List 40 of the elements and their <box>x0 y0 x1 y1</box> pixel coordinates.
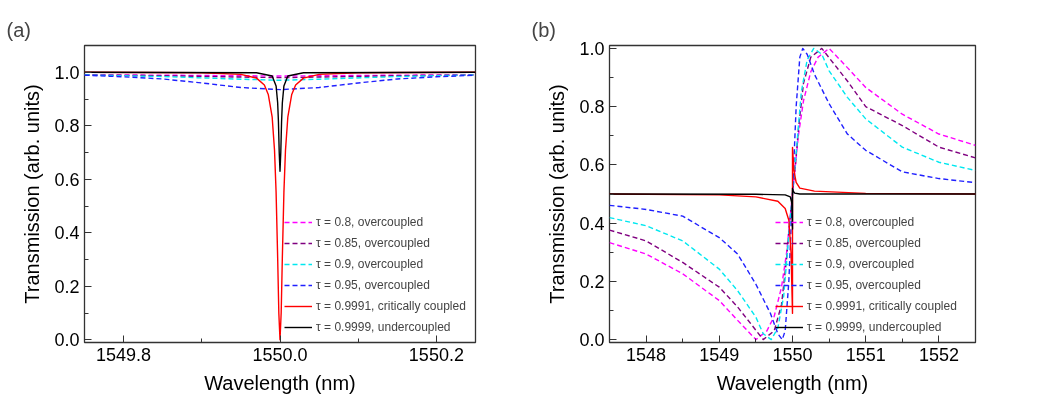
x-tick-label: 1551 <box>845 344 886 365</box>
x-tick-label: 1549.8 <box>96 344 152 365</box>
x-axis-title: Wavelength (nm) <box>716 371 869 394</box>
x-tick-label: 1552 <box>918 344 959 365</box>
y-axis-title: Transmission (arb. units) <box>21 84 44 304</box>
legend-label: τ = 0.95, overcoupled <box>807 278 921 292</box>
x-tick-label: 1550.0 <box>252 344 308 365</box>
legend-label: τ = 0.9991, critically coupled <box>807 299 957 313</box>
y-tick-label: 1.0 <box>579 38 605 59</box>
y-axis-title: Transmission (arb. units) <box>546 84 569 304</box>
y-tick-label: 1.0 <box>54 62 80 83</box>
y-tick-label: 0.6 <box>579 155 605 176</box>
legend-label: τ = 0.85, overcoupled <box>807 236 921 250</box>
y-tick-label: 0.6 <box>54 169 80 190</box>
y-tick-label: 0.4 <box>579 213 605 234</box>
legend-label: τ = 0.9991, critically coupled <box>316 299 466 313</box>
x-tick-label: 1550 <box>772 344 813 365</box>
legend-label: τ = 0.9999, undercoupled <box>316 320 451 334</box>
chart-title: (b) <box>531 18 556 41</box>
legend-label: τ = 0.8, overcoupled <box>316 215 424 229</box>
legend-label: τ = 0.9999, undercoupled <box>807 320 942 334</box>
legend-label: τ = 0.95, overcoupled <box>316 278 430 292</box>
chart-title: (a) <box>6 18 31 41</box>
y-tick-label: 0.0 <box>54 330 80 351</box>
y-tick-label: 0.2 <box>54 276 80 297</box>
y-tick-label: 0.0 <box>579 330 605 351</box>
x-axis-title: Wavelength (nm) <box>204 371 356 394</box>
x-tick-label: 1548 <box>626 344 667 365</box>
legend-label: τ = 0.8, overcoupled <box>807 215 915 229</box>
y-tick-label: 0.8 <box>54 116 80 137</box>
line-series <box>609 47 976 341</box>
legend-label: τ = 0.85, overcoupled <box>316 236 430 250</box>
x-tick-label: 1550.2 <box>408 344 464 365</box>
line-series <box>609 187 976 230</box>
y-tick-label: 0.4 <box>54 223 80 244</box>
legend-label: τ = 0.9, overcoupled <box>807 257 915 271</box>
legend-label: τ = 0.9, overcoupled <box>316 257 424 271</box>
y-tick-label: 0.2 <box>579 271 605 292</box>
y-tick-label: 0.8 <box>579 97 605 118</box>
x-tick-label: 1549 <box>699 344 740 365</box>
